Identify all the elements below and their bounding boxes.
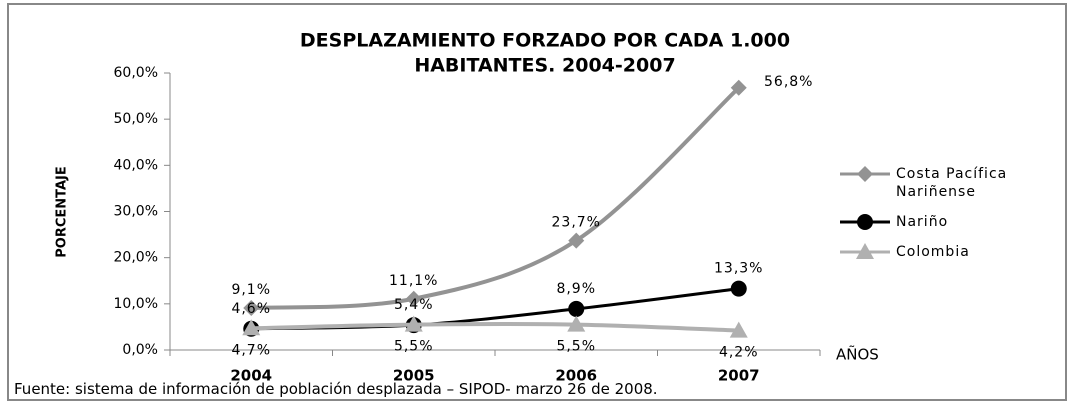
source: Fuente: sistema de información de poblac… <box>14 380 658 398</box>
legend-label: Costa Pacífica Nariñense <box>896 166 1008 200</box>
x-tick-label: 2004 <box>230 367 272 385</box>
marker <box>405 290 422 307</box>
data-label: 23,7% <box>552 215 601 231</box>
marker <box>729 321 748 338</box>
chart-title: HABITANTES. 2004-2007 <box>414 55 675 77</box>
marker <box>568 232 585 249</box>
legend-item: Colombia <box>838 243 1038 261</box>
y-tick-label: 30,0% <box>114 204 158 220</box>
x-tick-label: 2007 <box>718 367 760 385</box>
frame <box>7 3 1067 401</box>
marker <box>243 299 260 316</box>
marker <box>730 79 747 96</box>
data-label: 4,7% <box>231 342 271 358</box>
legend: Costa Pacífica Nariñense Nariño Colombia <box>838 165 1038 273</box>
data-label: 5,5% <box>394 339 434 355</box>
data-label: 5,4% <box>394 297 434 313</box>
data-label: 13,3% <box>714 261 763 277</box>
data-label: 4,6% <box>231 301 271 317</box>
series-line <box>251 86 741 310</box>
chart-title: DESPLAZAMIENTO FORZADO POR CADA 1.000 <box>300 30 790 52</box>
y-tick-label: 50,0% <box>114 111 158 127</box>
legend-item: Nariño <box>838 213 1038 231</box>
data-label: 4,2% <box>719 345 759 361</box>
legend-icon <box>840 166 890 182</box>
marker <box>568 300 585 317</box>
data-label: 11,1% <box>389 273 438 289</box>
marker <box>730 280 747 297</box>
x-tick-label: 2006 <box>555 367 597 385</box>
series-line <box>251 321 739 333</box>
data-label: 8,9% <box>556 281 596 297</box>
marker <box>856 243 874 259</box>
legend-label: Nariño <box>896 214 949 230</box>
legend-label: Colombia <box>896 244 970 260</box>
legend-item: Costa Pacífica Nariñense <box>838 165 1038 201</box>
data-label: 9,1% <box>231 282 271 298</box>
data-label: 5,5% <box>556 339 596 355</box>
y-axis-label: PORCENTAJE <box>55 166 70 258</box>
marker <box>242 319 261 336</box>
y-tick-label: 0,0% <box>122 342 158 358</box>
y-tick-label: 10,0% <box>114 296 158 312</box>
y-tick-label: 40,0% <box>114 157 158 173</box>
marker <box>567 315 586 332</box>
y-tick-label: 20,0% <box>114 250 158 266</box>
legend-icon <box>840 214 890 230</box>
marker <box>857 166 873 182</box>
data-label: 56,8% <box>764 74 813 90</box>
marker <box>857 214 873 230</box>
x-tick-label: 2005 <box>393 367 435 385</box>
marker <box>404 315 423 332</box>
x-axis-label: AÑOS <box>836 345 879 364</box>
legend-icon <box>840 243 890 259</box>
y-tick-label: 60,0% <box>114 65 158 81</box>
